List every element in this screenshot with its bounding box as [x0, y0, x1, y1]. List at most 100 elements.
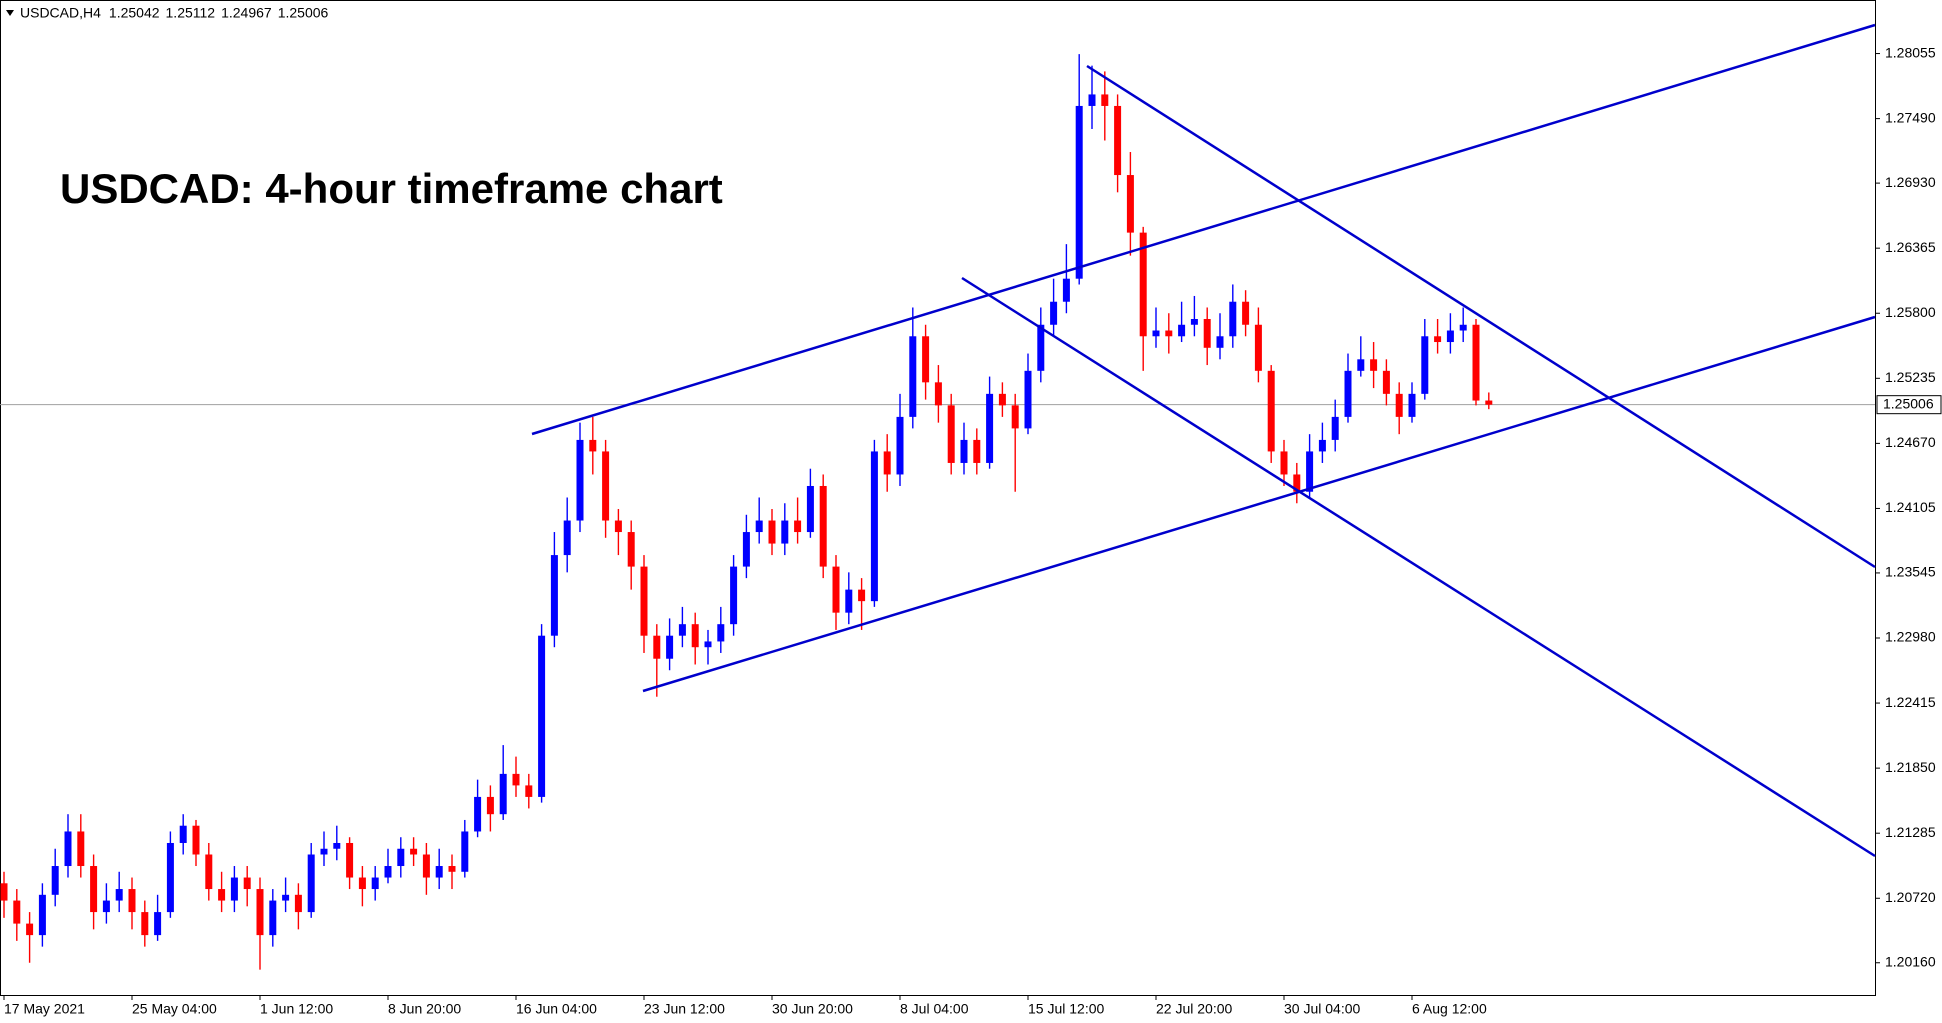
candle-body — [1229, 301, 1237, 337]
candle-body — [1178, 324, 1186, 337]
y-tick-label: 1.22415 — [1885, 694, 1936, 710]
candle-body — [13, 900, 21, 924]
symbol: USDCAD,H4 — [20, 5, 101, 21]
header-close: 1.25006 — [278, 5, 329, 21]
y-tick-label: 1.27490 — [1885, 109, 1936, 125]
trend-line — [1086, 64, 1876, 569]
candle-body — [179, 825, 187, 843]
candle-body — [627, 532, 635, 567]
x-tick-label: 16 Jun 04:00 — [516, 1001, 597, 1017]
candle-body — [38, 894, 46, 936]
candle-body — [115, 889, 123, 901]
candle-body — [1203, 318, 1211, 348]
candle-body — [1293, 474, 1301, 492]
candle-body — [333, 842, 341, 849]
axis-layer: 1.28055 1.27490 1.26930 1.26365 1.25800 1.252… — [0, 44, 1942, 1017]
candle-body — [768, 520, 776, 544]
y-tick-label: 1.23545 — [1885, 564, 1936, 580]
candle-body — [1242, 301, 1250, 325]
candle-body — [602, 451, 610, 521]
y-tick-label: 1.24105 — [1885, 499, 1936, 515]
candle-body — [1318, 439, 1326, 452]
candle-body — [1434, 336, 1442, 343]
candle-body — [704, 641, 712, 648]
y-tick-label: 1.26930 — [1885, 174, 1936, 190]
candle-body — [512, 773, 520, 786]
candle-body — [819, 485, 827, 567]
candle-body — [653, 635, 661, 659]
candle-body — [858, 589, 866, 602]
candle-body — [435, 866, 443, 878]
candle-body — [1485, 400, 1493, 405]
candle-body — [1421, 336, 1429, 394]
candle-body — [1050, 301, 1058, 325]
header-low: 1.24967 — [221, 5, 272, 21]
candle-body — [973, 439, 981, 463]
candle-body — [1280, 451, 1288, 475]
x-tick-label: 6 Aug 12:00 — [1412, 1001, 1487, 1017]
candle-body — [538, 635, 546, 797]
candle-body — [1037, 324, 1045, 371]
price-label: 1.25006 — [1883, 395, 1934, 411]
menu-arrow[interactable] — [6, 10, 14, 16]
candle-body — [26, 923, 34, 936]
x-tick-label: 1 Jun 12:00 — [260, 1001, 333, 1017]
candle-body — [896, 416, 904, 475]
candle-body — [294, 894, 302, 913]
y-tick-label: 1.26365 — [1885, 239, 1936, 255]
candle-body — [422, 854, 430, 878]
y-tick-label: 1.24670 — [1885, 434, 1936, 450]
trend-line — [531, 23, 1876, 436]
candle-body — [1357, 359, 1365, 371]
candle-body — [806, 485, 814, 533]
candle-body — [486, 796, 494, 815]
candle-body — [1408, 393, 1416, 417]
candle-body — [1190, 318, 1198, 325]
candle-body — [614, 520, 622, 533]
candle-body — [909, 336, 917, 417]
candle-body — [1216, 336, 1224, 348]
candle-body — [1472, 324, 1480, 401]
candle-body — [1446, 330, 1454, 343]
candle-body — [832, 566, 840, 613]
candle-body — [589, 439, 597, 452]
candle-body — [1114, 105, 1122, 176]
candle-body — [230, 877, 238, 901]
candle-body — [717, 624, 725, 642]
chart-title: USDCAD: 4-hour timeframe chart — [60, 165, 723, 212]
candle-body — [269, 900, 277, 936]
candle-body — [1267, 370, 1275, 452]
y-tick-label: 1.20160 — [1885, 953, 1936, 969]
candle-body — [845, 589, 853, 613]
candle-body — [448, 866, 456, 872]
candle-body — [128, 889, 136, 913]
candle-body — [64, 831, 72, 867]
plot-frame — [0, 0, 1876, 996]
candle-body — [1370, 359, 1378, 371]
candle-body — [282, 894, 290, 901]
candle-body — [781, 520, 789, 544]
x-tick-label: 15 Jul 12:00 — [1028, 1001, 1104, 1017]
candle-body — [499, 773, 507, 815]
price-label-box — [1876, 395, 1942, 415]
candle-body — [678, 624, 686, 636]
y-tick-label: 1.25800 — [1885, 304, 1936, 320]
candle-body — [986, 393, 994, 463]
candle-body — [742, 532, 750, 567]
candle-body — [755, 520, 763, 533]
candle-body — [1382, 370, 1390, 394]
candle-body — [883, 451, 891, 475]
candle-body — [166, 842, 174, 913]
candle-body — [1139, 232, 1147, 337]
candle-body — [256, 889, 264, 936]
candle-body — [218, 889, 226, 901]
candle-body — [320, 848, 328, 855]
candle-body — [576, 439, 584, 521]
candle-body — [77, 831, 85, 867]
candle-body — [192, 825, 200, 855]
y-tick-label: 1.25235 — [1885, 369, 1936, 385]
header-high: 1.25112 — [166, 5, 216, 21]
x-tick-label: 23 Jun 12:00 — [644, 1001, 725, 1017]
